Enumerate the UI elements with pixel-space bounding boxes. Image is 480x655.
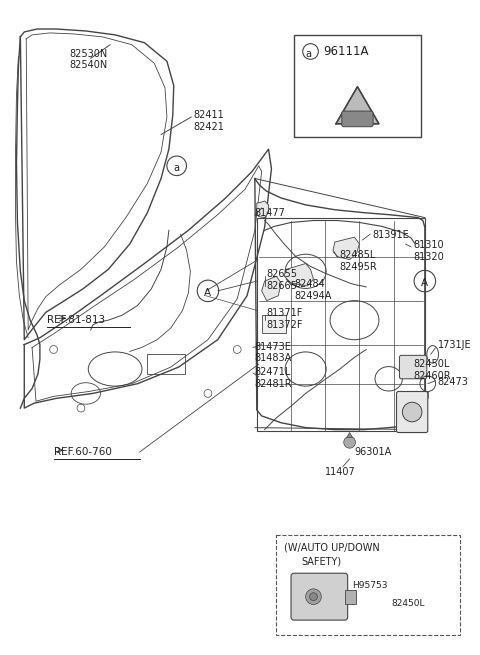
FancyBboxPatch shape [342, 111, 373, 126]
Text: 82481R: 82481R [255, 379, 292, 389]
FancyBboxPatch shape [399, 356, 427, 379]
Text: 81320: 81320 [413, 252, 444, 262]
Text: 81391E: 81391E [372, 231, 409, 240]
Text: H95753: H95753 [352, 581, 388, 590]
Circle shape [344, 436, 356, 448]
Text: a: a [306, 48, 312, 58]
Text: 81477: 81477 [255, 208, 286, 217]
Text: 82450L: 82450L [413, 359, 449, 369]
Text: 82471L: 82471L [255, 367, 291, 377]
Bar [345, 590, 357, 603]
Text: 82450L: 82450L [392, 599, 425, 608]
Bar [147, 354, 184, 374]
Text: 82421: 82421 [193, 122, 224, 132]
Circle shape [310, 593, 317, 601]
Text: 81473E: 81473E [255, 342, 292, 352]
Text: 82540N: 82540N [69, 60, 108, 70]
Text: 82484: 82484 [294, 279, 324, 289]
Polygon shape [257, 201, 268, 217]
Text: 82655: 82655 [266, 269, 298, 280]
Text: 96301A: 96301A [355, 447, 392, 457]
Text: 96111A: 96111A [323, 45, 369, 58]
Text: 81371F: 81371F [266, 309, 303, 318]
Text: REF.81-813: REF.81-813 [47, 315, 105, 326]
Text: 1731JE: 1731JE [438, 340, 471, 350]
Polygon shape [284, 263, 313, 286]
Text: A: A [204, 288, 212, 298]
Polygon shape [333, 237, 360, 259]
Polygon shape [336, 86, 379, 124]
Circle shape [402, 402, 422, 422]
Text: 11407: 11407 [325, 467, 356, 477]
Bar [262, 315, 286, 333]
Text: 82495R: 82495R [340, 261, 378, 272]
Text: (W/AUTO UP/DOWN: (W/AUTO UP/DOWN [284, 543, 380, 553]
Text: 81372F: 81372F [266, 320, 303, 330]
Circle shape [306, 589, 321, 605]
Text: A: A [421, 278, 429, 288]
Text: 81483A: 81483A [255, 354, 292, 364]
Bar [257, 217, 425, 430]
Text: 82665: 82665 [266, 281, 298, 291]
Bar [276, 535, 460, 635]
Text: 82530N: 82530N [69, 48, 108, 58]
Polygon shape [262, 276, 281, 301]
Text: SAFETY): SAFETY) [302, 557, 342, 567]
Text: REF.60-760: REF.60-760 [54, 447, 111, 457]
Bar [294, 35, 421, 138]
Text: a: a [174, 163, 180, 173]
Text: 82485L: 82485L [340, 250, 376, 260]
Text: 81310: 81310 [413, 240, 444, 250]
Text: 82473: 82473 [438, 377, 468, 387]
Polygon shape [347, 432, 352, 438]
Text: 82460R: 82460R [413, 371, 451, 381]
FancyBboxPatch shape [396, 392, 428, 432]
FancyBboxPatch shape [291, 573, 348, 620]
Text: 82411: 82411 [193, 110, 224, 120]
Text: 82494A: 82494A [294, 291, 331, 301]
